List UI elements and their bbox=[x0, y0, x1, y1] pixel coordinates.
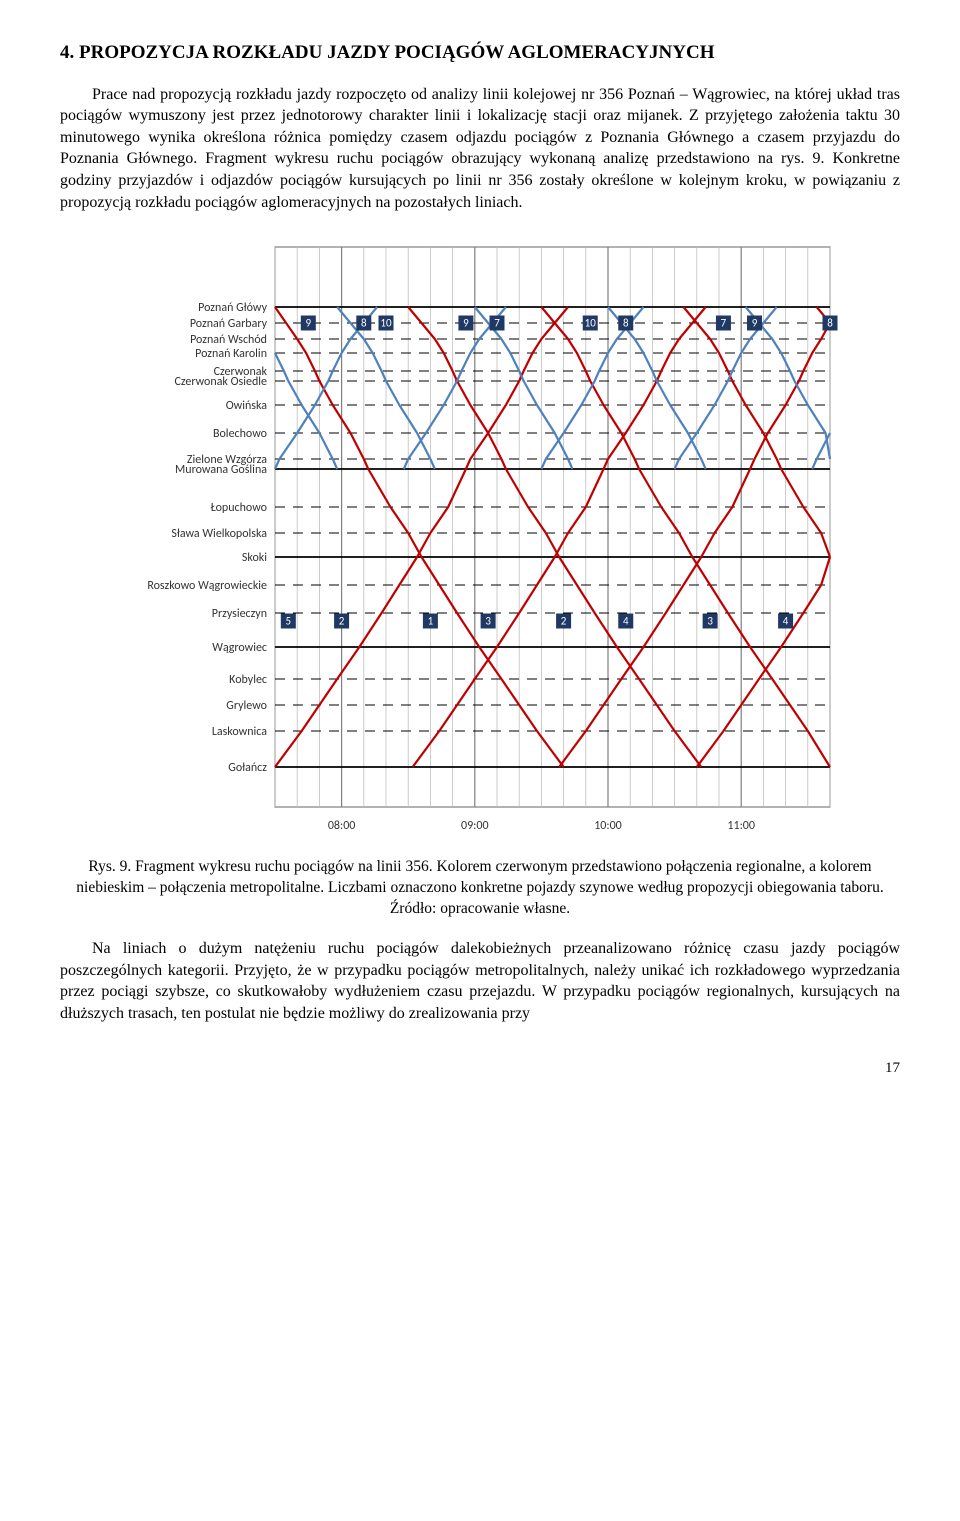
svg-text:Łopuchowo: Łopuchowo bbox=[210, 501, 267, 515]
svg-text:8: 8 bbox=[361, 317, 367, 330]
svg-text:Poznań Karolin: Poznań Karolin bbox=[195, 347, 267, 361]
svg-text:1: 1 bbox=[428, 615, 434, 628]
svg-text:Murowana Goślina: Murowana Goślina bbox=[175, 463, 267, 477]
svg-text:11:00: 11:00 bbox=[727, 819, 755, 833]
svg-text:2: 2 bbox=[561, 615, 567, 628]
svg-text:Sława Wielkopolska: Sława Wielkopolska bbox=[171, 527, 267, 541]
svg-text:Wągrowiec: Wągrowiec bbox=[212, 641, 267, 655]
svg-text:3: 3 bbox=[707, 615, 713, 628]
paragraph-1: Prace nad propozycją rozkładu jazdy rozp… bbox=[60, 84, 900, 214]
svg-text:Grylewo: Grylewo bbox=[226, 699, 267, 713]
svg-text:Bolechowo: Bolechowo bbox=[213, 427, 267, 441]
svg-text:08:00: 08:00 bbox=[328, 819, 356, 833]
svg-text:10: 10 bbox=[585, 317, 597, 330]
svg-text:10: 10 bbox=[380, 317, 392, 330]
svg-text:9: 9 bbox=[306, 317, 312, 330]
svg-text:Przysieczyn: Przysieczyn bbox=[212, 607, 267, 621]
svg-text:Gołańcz: Gołańcz bbox=[228, 761, 267, 775]
svg-text:Roszkowo Wągrowieckie: Roszkowo Wągrowieckie bbox=[147, 579, 267, 593]
svg-text:5: 5 bbox=[286, 615, 292, 628]
svg-text:8: 8 bbox=[623, 317, 629, 330]
svg-text:Poznań Główy: Poznań Główy bbox=[198, 301, 267, 315]
svg-text:9: 9 bbox=[463, 317, 469, 330]
svg-text:7: 7 bbox=[721, 317, 727, 330]
svg-text:Kobylec: Kobylec bbox=[229, 673, 267, 687]
svg-text:3: 3 bbox=[485, 615, 491, 628]
svg-text:Poznań Garbary: Poznań Garbary bbox=[190, 317, 268, 331]
section-title: 4. PROPOZYCJA ROZKŁADU JAZDY POCIĄGÓW AG… bbox=[60, 40, 900, 66]
page-number: 17 bbox=[60, 1060, 900, 1077]
svg-text:4: 4 bbox=[623, 615, 629, 628]
svg-text:10:00: 10:00 bbox=[594, 819, 622, 833]
svg-text:9: 9 bbox=[752, 317, 758, 330]
svg-text:Czerwonak Osiedle: Czerwonak Osiedle bbox=[175, 375, 268, 389]
train-graph-chart: Poznań GłówyPoznań GarbaryPoznań WschódP… bbox=[120, 227, 840, 847]
svg-text:09:00: 09:00 bbox=[461, 819, 489, 833]
svg-text:Poznań Wschód: Poznań Wschód bbox=[190, 333, 267, 347]
svg-text:Skoki: Skoki bbox=[242, 551, 267, 565]
svg-text:7: 7 bbox=[494, 317, 500, 330]
figure-caption: Rys. 9. Fragment wykresu ruchu pociągów … bbox=[60, 857, 900, 920]
svg-text:8: 8 bbox=[827, 317, 833, 330]
svg-text:2: 2 bbox=[339, 615, 345, 628]
svg-text:Owińska: Owińska bbox=[226, 399, 268, 413]
svg-text:4: 4 bbox=[783, 615, 789, 628]
svg-text:Laskownica: Laskownica bbox=[212, 725, 267, 739]
paragraph-2: Na liniach o dużym natężeniu ruchu pocią… bbox=[60, 938, 900, 1024]
